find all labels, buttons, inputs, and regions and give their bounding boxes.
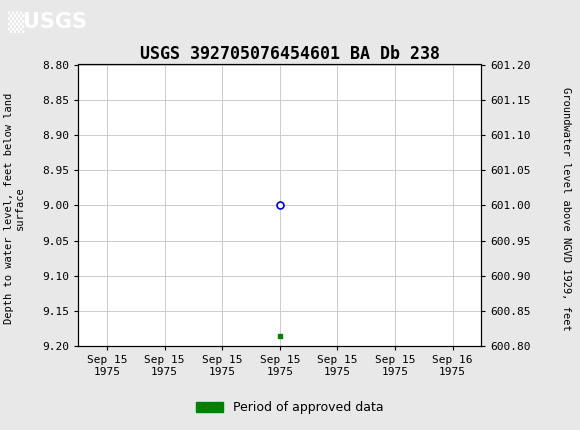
Text: ▒USGS: ▒USGS xyxy=(8,12,88,34)
Text: USGS 392705076454601 BA Db 238: USGS 392705076454601 BA Db 238 xyxy=(140,45,440,63)
Text: Groundwater level above NGVD 1929, feet: Groundwater level above NGVD 1929, feet xyxy=(560,87,571,330)
Text: Depth to water level, feet below land
surface: Depth to water level, feet below land su… xyxy=(3,93,26,324)
Legend: Period of approved data: Period of approved data xyxy=(191,396,389,419)
